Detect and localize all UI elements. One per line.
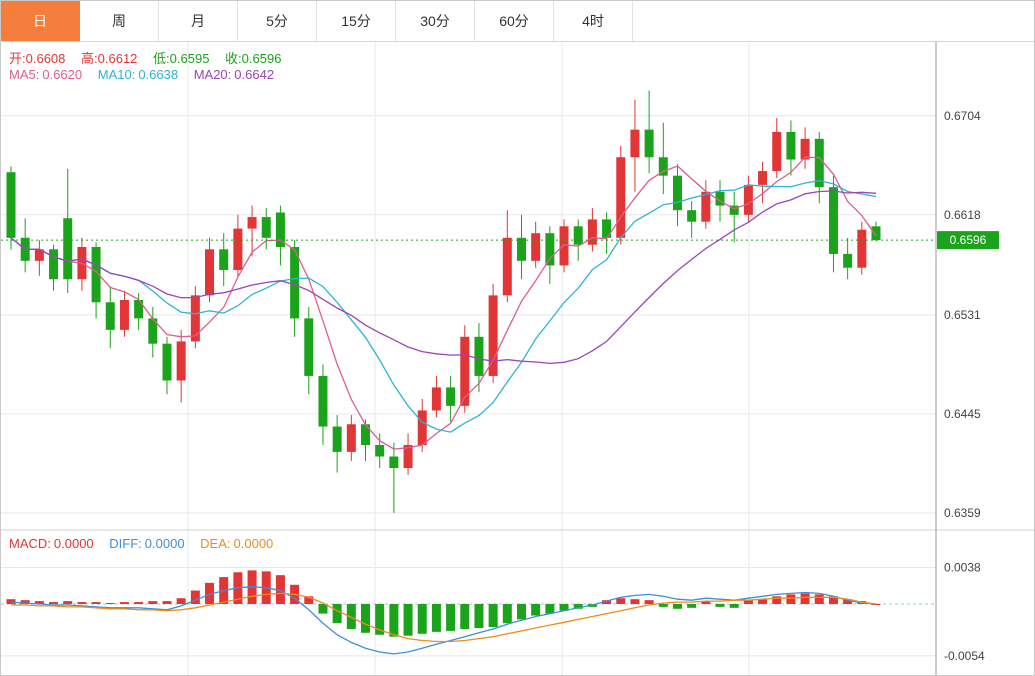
diff-line [10,586,877,655]
macd-readout: MACD: 0.0000 DIFF: 0.0000 DEA: 0.0000 [9,536,285,551]
ma20-readout: MA20: 0.6642 [194,67,274,82]
close-value: 0.6596 [241,51,282,66]
low-label: 低: [153,51,170,66]
macd-value-readout: MACD: 0.0000 [9,536,94,551]
tab-60分[interactable]: 60分 [475,1,554,41]
dea-line [11,592,877,643]
ma10-line [10,180,877,433]
svg-text:0.6704: 0.6704 [944,109,981,123]
low-value: 0.6595 [169,51,210,66]
current-price-badge [937,231,999,250]
high-value: 0.6612 [97,51,138,66]
high-readout: 高:0.6612 [81,51,137,66]
ma-readout: MA5: 0.6620 MA10: 0.6638 MA20: 0.6642 [9,67,286,82]
tab-30分[interactable]: 30分 [396,1,475,41]
diff-value-readout: DIFF: 0.0000 [109,536,184,551]
ma10-label: MA10: [97,67,136,82]
dea-value-readout: DEA: 0.0000 [200,536,273,551]
high-label: 高: [81,51,98,66]
ma20-label: MA20: [193,67,232,82]
svg-text:0.6618: 0.6618 [944,208,981,222]
svg-text:-0.0054: -0.0054 [944,649,985,663]
diff-label: DIFF: [109,536,142,551]
timeframe-tabbar: 日周月 5分 15分 30分 60分 4时 [1,1,1034,42]
macd-label: MACD: [9,536,51,551]
ma5-line [10,156,877,450]
svg-text:0.6359: 0.6359 [944,506,981,520]
tab-日[interactable]: 日 [1,1,80,41]
low-readout: 低:0.6595 [153,51,209,66]
svg-text:0.6445: 0.6445 [944,407,981,421]
macd-value: 0.0000 [53,536,94,551]
close-readout: 收:0.6596 [225,51,281,66]
ma10-value: 0.6638 [138,67,179,82]
open-label: 开: [9,51,26,66]
ohlc-readout: 开:0.6608 高:0.6612 低:0.6595 收:0.6596 [9,48,293,67]
ma20-line [10,190,877,365]
gridlines [1,41,936,675]
ma20-value: 0.6642 [234,67,275,82]
diff-value: 0.0000 [144,536,185,551]
dea-value: 0.0000 [233,536,274,551]
price-axis-labels: 0.6704 0.6618 0.6531 0.6445 0.6359 0.0038 -0.0… [944,109,985,663]
tab-4时[interactable]: 4时 [554,1,633,41]
open-value: 0.6608 [25,51,66,66]
svg-text:0.6531: 0.6531 [944,308,981,322]
tab-周[interactable]: 周 [80,1,159,41]
tab-5分[interactable]: 5分 [238,1,317,41]
candles-layer [6,90,881,513]
tab-月[interactable]: 月 [159,1,238,41]
ma5-readout: MA5: 0.6620 [9,67,82,82]
open-readout: 开:0.6608 [9,51,65,66]
dea-label: DEA: [200,536,231,551]
current-price-badge-text: 0.6596 [950,233,987,247]
ma5-label: MA5: [9,67,40,82]
ma10-readout: MA10: 0.6638 [98,67,178,82]
tab-15分[interactable]: 15分 [317,1,396,41]
close-label: 收: [225,51,242,66]
svg-text:0.0038: 0.0038 [944,561,981,575]
ma5-value: 0.6620 [42,67,83,82]
